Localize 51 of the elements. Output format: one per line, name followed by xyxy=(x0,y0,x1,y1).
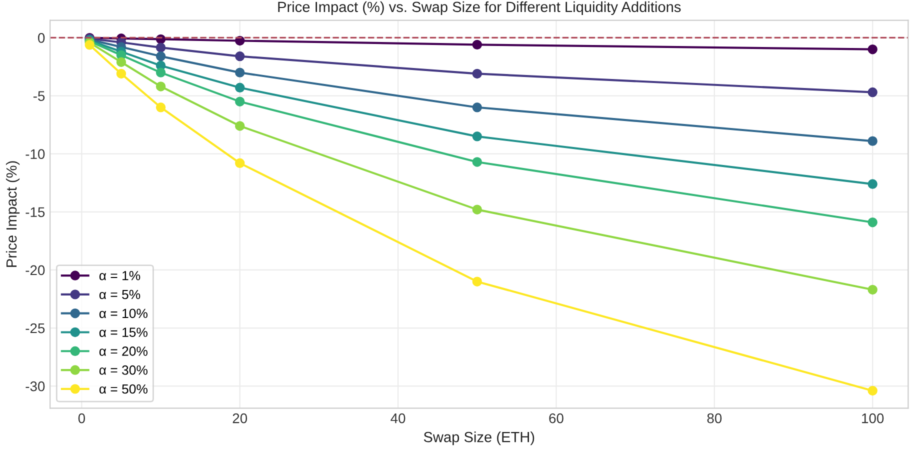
point xyxy=(116,57,126,67)
legend-label: α = 5% xyxy=(99,290,140,300)
point xyxy=(868,217,878,228)
point xyxy=(156,102,166,112)
y-tick-label: -20 xyxy=(26,265,45,276)
point xyxy=(84,40,94,50)
x-tick-label: 60 xyxy=(549,413,564,424)
x-tick-label: 80 xyxy=(707,413,722,424)
point xyxy=(156,68,166,78)
point xyxy=(472,40,482,50)
point xyxy=(472,102,482,112)
y-tick-label: -30 xyxy=(26,381,45,392)
point xyxy=(868,179,878,189)
point xyxy=(156,51,166,62)
legend-label: α = 1% xyxy=(99,271,140,280)
legend-label: α = 20% xyxy=(99,346,148,356)
legend-label: α = 50% xyxy=(99,384,148,394)
y-axis-title: Price Impact (%) xyxy=(6,161,20,267)
chart-title: Price Impact (%) vs. Swap Size for Different Liquidity Additions xyxy=(278,1,681,15)
x-tick-label: 20 xyxy=(232,413,248,424)
y-tick-label: -5 xyxy=(33,91,45,101)
point xyxy=(156,82,166,92)
point xyxy=(868,44,878,54)
point xyxy=(116,68,126,79)
x-tick-label: 40 xyxy=(390,413,406,424)
point xyxy=(868,87,878,98)
x-tick-label: 0 xyxy=(78,413,86,424)
point xyxy=(235,51,245,62)
point xyxy=(472,204,482,214)
point xyxy=(868,386,878,396)
y-tick-label: -10 xyxy=(26,149,45,160)
x-axis-title: Swap Size (ETH) xyxy=(424,432,534,446)
point xyxy=(235,158,245,168)
point xyxy=(472,132,482,142)
legend-label: α = 10% xyxy=(99,308,148,318)
point xyxy=(868,136,878,146)
point xyxy=(235,121,245,131)
legend-label: α = 15% xyxy=(99,328,148,337)
point xyxy=(472,157,482,167)
legend-label: α = 30% xyxy=(99,365,148,375)
point xyxy=(235,68,245,78)
x-tick-label: 100 xyxy=(862,413,884,424)
point xyxy=(235,82,245,93)
point xyxy=(235,96,245,106)
point xyxy=(472,276,482,286)
point xyxy=(868,284,878,295)
y-tick-label: -25 xyxy=(26,323,45,334)
point xyxy=(156,42,166,52)
point xyxy=(472,68,482,79)
y-tick-label: -15 xyxy=(26,207,45,218)
y-tick-label: 0 xyxy=(38,33,45,43)
